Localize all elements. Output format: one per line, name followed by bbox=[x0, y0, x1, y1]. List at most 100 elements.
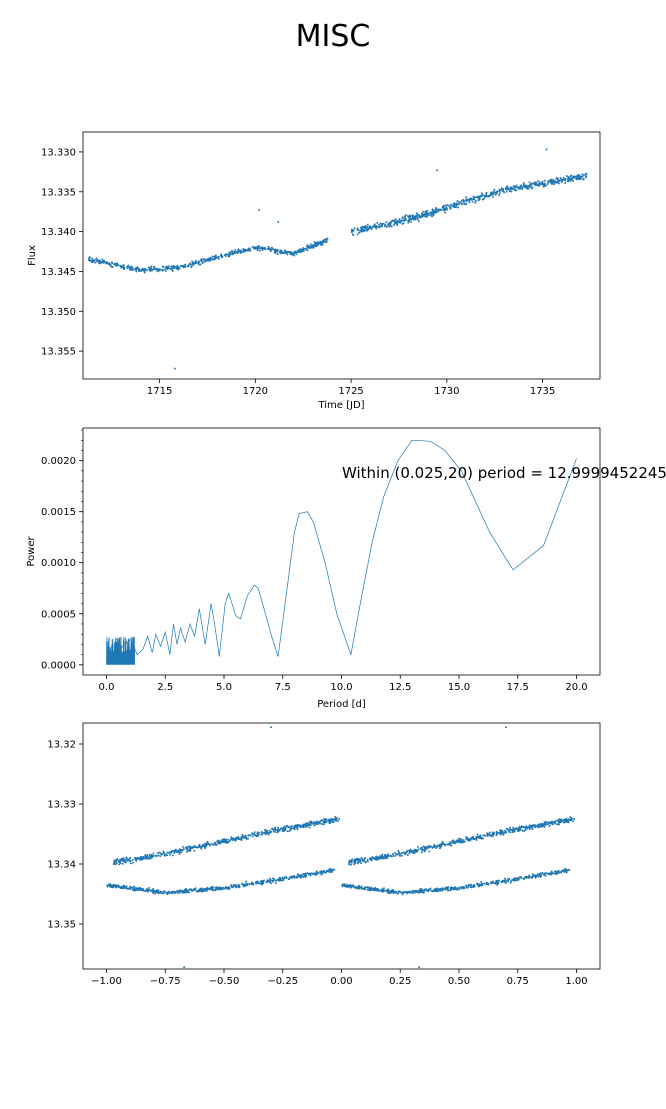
phase-point-mirrored bbox=[241, 833, 244, 836]
data-point bbox=[559, 177, 562, 180]
data-point bbox=[431, 215, 434, 218]
data-point bbox=[184, 263, 187, 266]
data-point bbox=[442, 205, 445, 208]
data-point bbox=[202, 258, 205, 261]
phase-point-mirrored bbox=[296, 828, 299, 831]
data-point bbox=[313, 241, 316, 243]
phase-point bbox=[559, 821, 562, 824]
phase-point bbox=[406, 854, 409, 856]
data-point bbox=[233, 250, 236, 253]
phase-point bbox=[363, 857, 366, 860]
data-point bbox=[187, 264, 190, 267]
data-point bbox=[123, 266, 126, 269]
phase-point bbox=[555, 819, 558, 822]
phase-point bbox=[563, 871, 566, 873]
y-tick-label: 13.330 bbox=[41, 147, 76, 158]
data-point bbox=[543, 179, 546, 182]
phase-point-mirrored bbox=[178, 891, 181, 894]
data-point bbox=[526, 186, 529, 189]
periodogram-line bbox=[106, 439, 577, 665]
phase-point-mirrored bbox=[154, 854, 157, 857]
data-point bbox=[578, 175, 580, 178]
x-tick-label: −1.00 bbox=[91, 976, 122, 987]
phase-point bbox=[573, 818, 576, 821]
x-tick-label: 1725 bbox=[338, 386, 363, 397]
phase-point-mirrored bbox=[286, 824, 289, 827]
y-tick-label: 13.35 bbox=[47, 920, 76, 931]
data-point bbox=[410, 218, 413, 221]
data-point bbox=[304, 247, 307, 250]
y-tick-label: 0.0000 bbox=[41, 660, 76, 671]
phase-point-mirrored bbox=[316, 822, 319, 825]
phase-point-mirrored bbox=[200, 887, 203, 890]
data-point bbox=[510, 190, 513, 193]
data-point bbox=[585, 173, 588, 176]
phase-point-mirrored bbox=[203, 888, 206, 891]
phase-point bbox=[411, 892, 414, 895]
data-point bbox=[494, 193, 497, 196]
data-point bbox=[391, 219, 394, 222]
data-point bbox=[446, 203, 449, 206]
phase-point bbox=[450, 844, 453, 847]
data-point bbox=[274, 252, 277, 255]
data-point bbox=[302, 247, 305, 250]
phase-point bbox=[459, 838, 462, 841]
data-point bbox=[495, 190, 498, 193]
data-point bbox=[483, 197, 485, 200]
data-point bbox=[286, 251, 289, 254]
phasefold-frame bbox=[82, 722, 601, 970]
phase-point bbox=[528, 827, 531, 830]
phase-point-mirrored bbox=[144, 854, 147, 856]
data-point bbox=[397, 221, 400, 224]
phase-point bbox=[405, 890, 408, 893]
data-point bbox=[309, 243, 312, 246]
y-tick-label: 13.34 bbox=[47, 860, 76, 871]
phase-point bbox=[404, 853, 406, 856]
phase-point-mirrored bbox=[221, 838, 224, 841]
phase-point-mirrored bbox=[246, 883, 249, 886]
phase-point bbox=[397, 891, 400, 894]
data-point bbox=[581, 175, 584, 178]
data-point bbox=[275, 249, 278, 251]
data-point bbox=[209, 259, 212, 262]
phase-point bbox=[471, 837, 474, 840]
data-point bbox=[319, 241, 322, 244]
data-point bbox=[379, 222, 382, 225]
phase-point-mirrored bbox=[115, 858, 118, 861]
phase-point bbox=[401, 891, 404, 894]
data-point bbox=[152, 268, 155, 271]
phase-point-mirrored bbox=[290, 825, 293, 828]
data-point bbox=[463, 203, 466, 206]
phase-point bbox=[490, 882, 493, 885]
phase-point-mirrored bbox=[150, 890, 152, 892]
data-point bbox=[276, 253, 279, 256]
phase-point-mirrored bbox=[170, 890, 173, 893]
y-tick-label: 13.350 bbox=[41, 307, 76, 318]
phase-point bbox=[461, 886, 464, 889]
phase-point-mirrored bbox=[114, 884, 117, 886]
periodogram-dense-band bbox=[106, 636, 135, 665]
phase-point bbox=[376, 858, 379, 861]
data-point bbox=[448, 204, 451, 207]
data-point bbox=[366, 228, 369, 231]
phase-point-mirrored bbox=[257, 882, 260, 884]
phase-point bbox=[499, 829, 502, 831]
phase-point-mirrored bbox=[186, 848, 189, 851]
phase-point bbox=[364, 860, 367, 863]
phase-point bbox=[373, 887, 375, 890]
phase-point-mirrored bbox=[299, 876, 302, 879]
data-point bbox=[369, 226, 372, 229]
phase-point bbox=[449, 842, 452, 845]
y-tick-label: 0.0005 bbox=[41, 609, 76, 620]
data-point bbox=[580, 177, 583, 180]
data-point bbox=[581, 173, 584, 176]
phase-point-mirrored bbox=[138, 857, 141, 860]
data-point bbox=[276, 250, 278, 253]
data-point bbox=[221, 256, 224, 258]
phase-point bbox=[501, 830, 504, 833]
panel-periodogram: 0.0 2.5 5.0 7.5 10.0 12.5 15.0 17.5 20.0 0.00000… bbox=[26, 427, 666, 710]
phase-point bbox=[522, 877, 525, 880]
data-point bbox=[227, 255, 230, 258]
phase-point bbox=[366, 858, 369, 861]
